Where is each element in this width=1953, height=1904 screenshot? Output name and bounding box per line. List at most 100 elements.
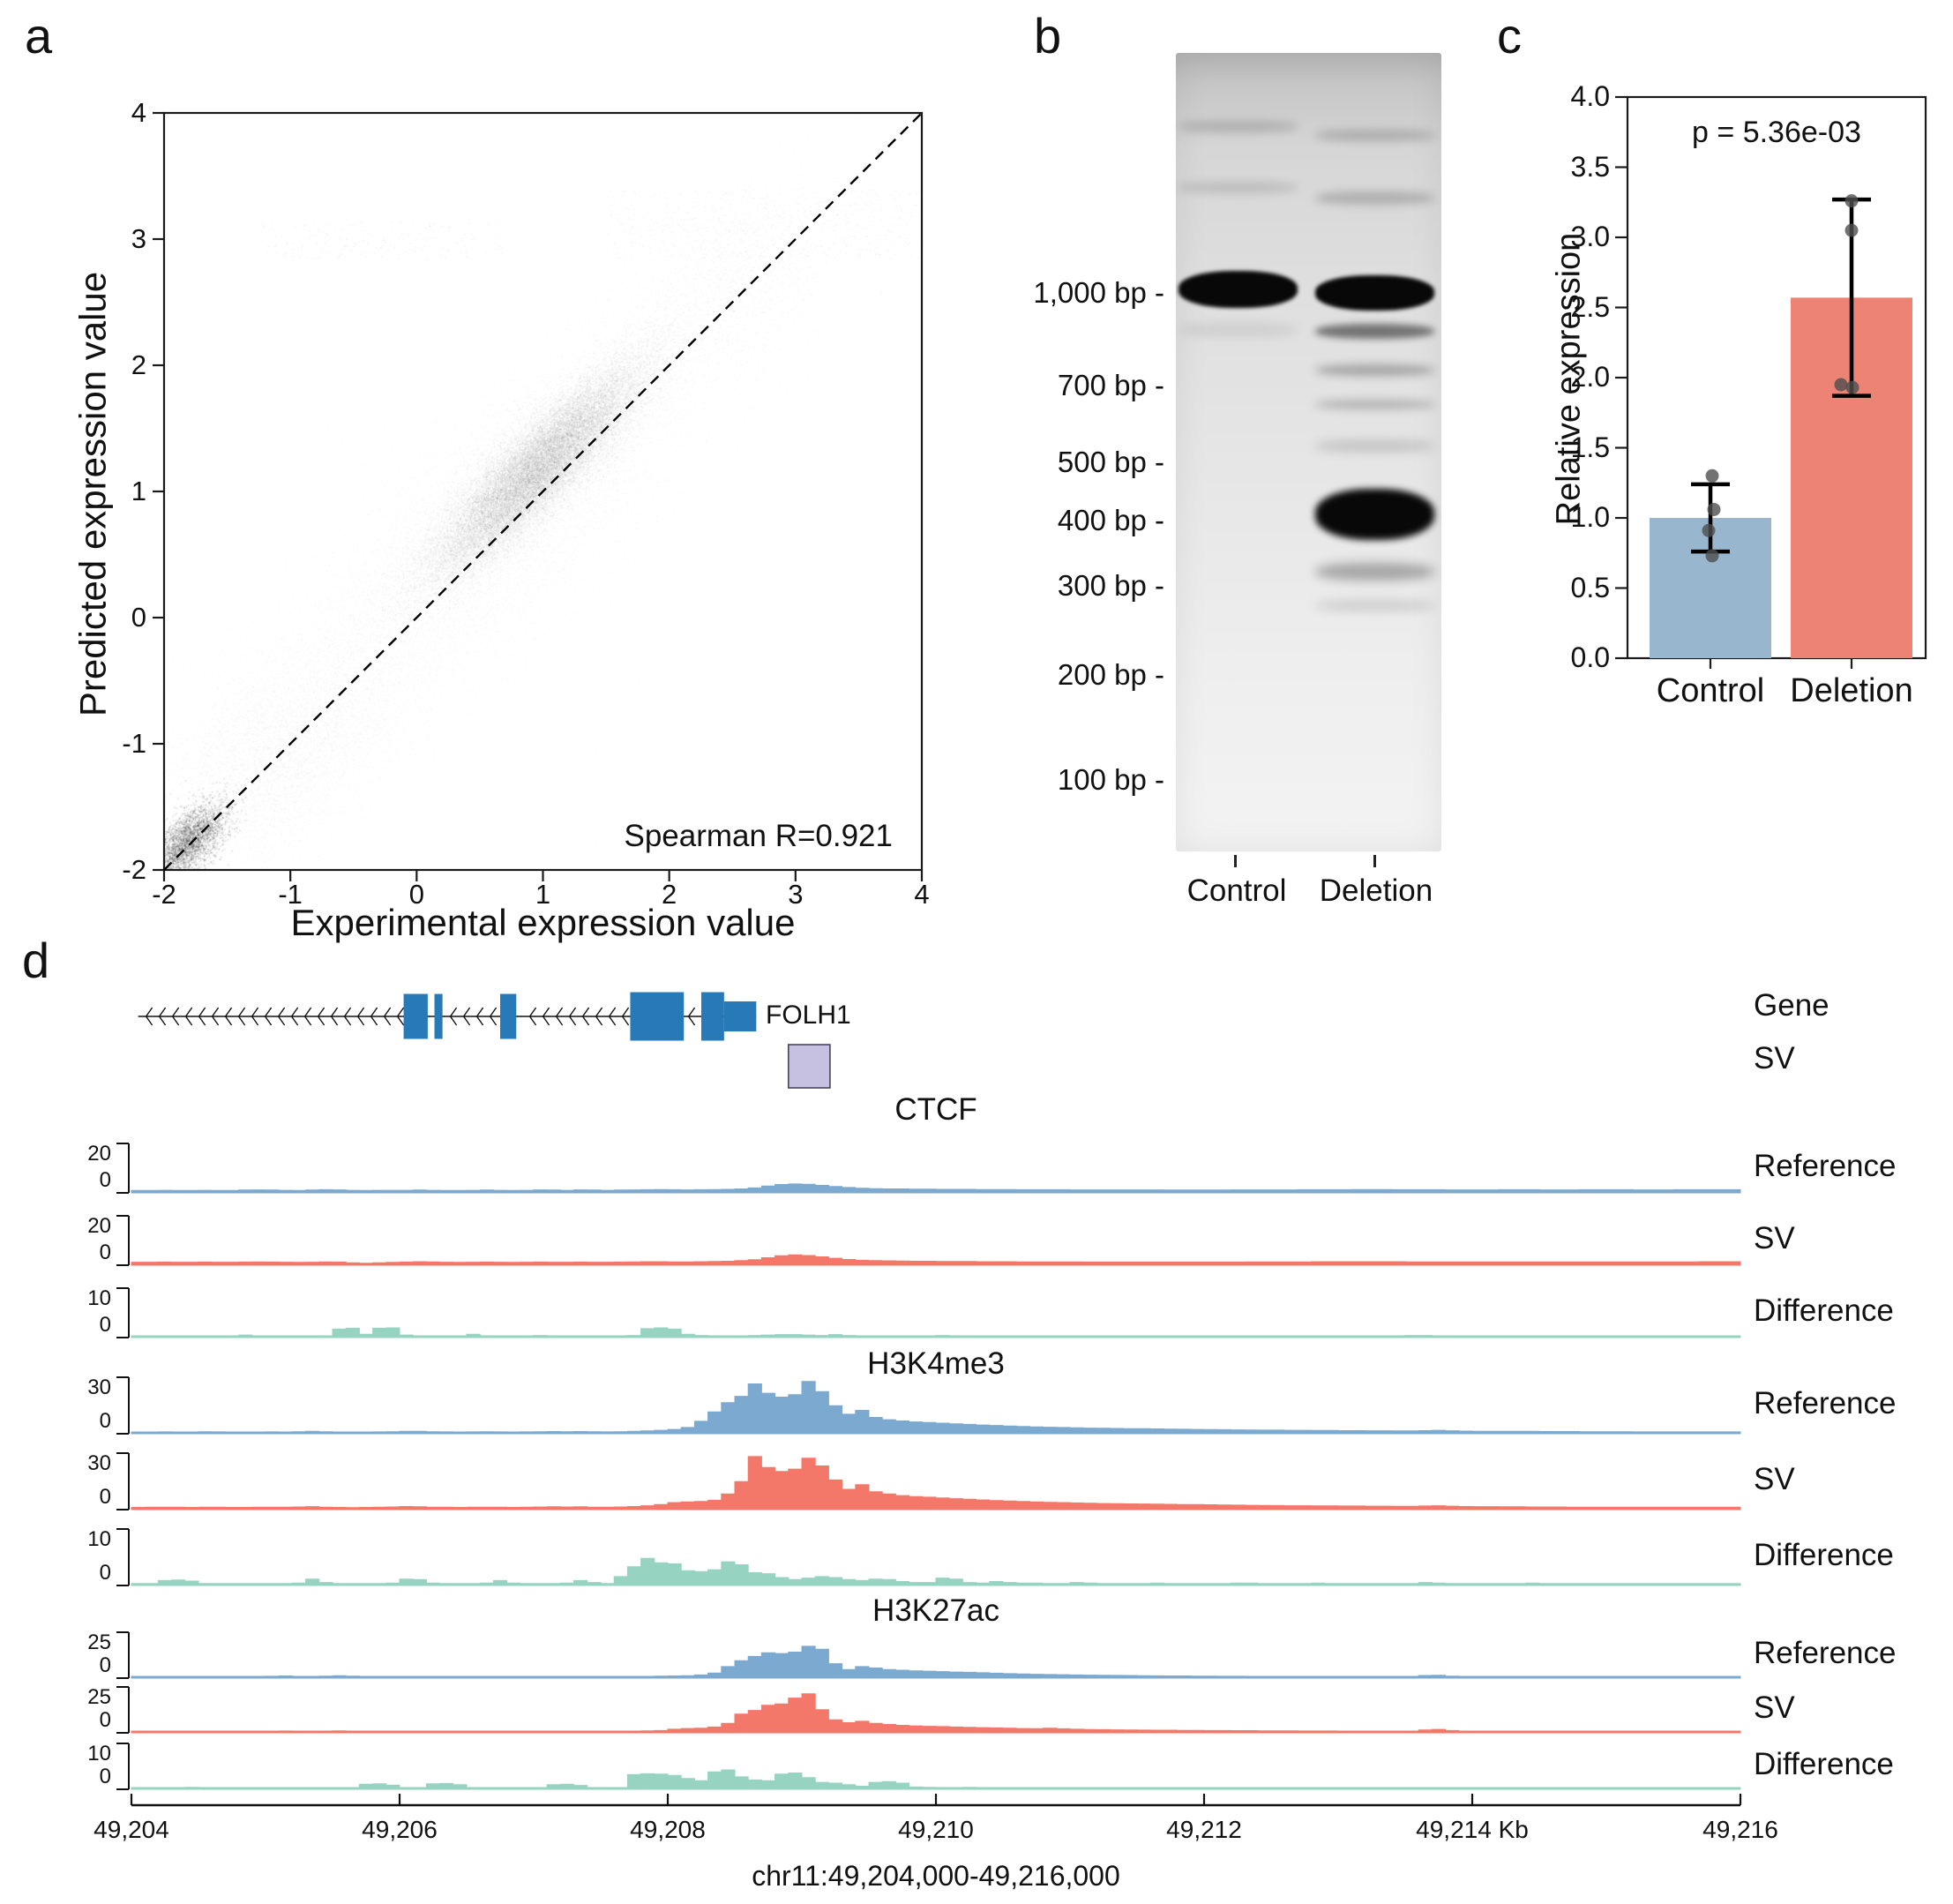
gel-ladder-label: 100 bp - [1057,763,1164,797]
signal-track-ctcf-reference [131,1183,1741,1194]
track-ymax-label: 20 [87,1214,111,1238]
track-zero-label: 0 [99,1561,111,1585]
gene-exon [630,992,685,1041]
gel-band [1315,600,1434,611]
track-group-title: CTCF [894,1092,977,1127]
gel-band [1179,270,1298,308]
strand-arrow-icon [343,1007,352,1026]
gene-exon [701,992,724,1041]
genomic-axis-tick-label: 49,216 [1702,1816,1778,1843]
track-zero-label: 0 [99,1409,111,1433]
strand-arrow-icon [145,1007,153,1026]
scatter-correlation-annotation: Spearman R=0.921 [624,819,893,853]
strand-arrow-icon [356,1007,365,1026]
strand-arrow-icon [581,1007,590,1026]
bar-category-label: Control [1656,672,1765,709]
panel-b-label: b [1034,8,1062,64]
strand-arrow-icon [475,1007,484,1026]
scatter-y-tick-label: -1 [122,728,146,759]
bar-y-tick-label: 2.5 [1570,290,1610,323]
strand-arrow-icon [370,1007,378,1026]
gel-ladder-label: 400 bp - [1057,504,1164,537]
gel-band [1315,191,1434,206]
track-side-label: Reference [1754,1149,1897,1183]
gel-ladder-label: 300 bp - [1057,569,1164,603]
bar-y-tick-label: 4.0 [1570,80,1610,112]
track-side-label: Difference [1754,1747,1894,1781]
strand-arrow-icon [277,1007,286,1026]
gel-lane2-tick [1373,855,1376,867]
track-ymax-label: 10 [87,1527,111,1551]
strand-arrow-icon [595,1007,603,1026]
gel-band [1315,440,1434,451]
gene-row-label: Gene [1754,988,1830,1023]
strand-arrow-icon [608,1007,617,1026]
track-side-label: Difference [1754,1538,1894,1572]
scatter-y-tick-label: 1 [131,476,146,506]
gel-band [1179,325,1298,336]
gel-ladder-label: 500 bp - [1057,445,1164,478]
strand-arrow-icon [568,1007,577,1026]
track-zero-label: 0 [99,1653,111,1677]
scatter-x-tick-label: 0 [408,879,424,910]
strand-arrow-icon [303,1007,312,1026]
genomic-axis-tick-label: 49,212 [1166,1816,1242,1843]
gel-ladder-label: 1,000 bp - [1033,276,1164,310]
panel-c-label: c [1497,8,1522,64]
data-point [1844,223,1859,237]
track-side-label: SV [1754,1690,1795,1725]
scatter-y-tick-label: 0 [131,602,146,633]
strand-arrow-icon [290,1007,299,1026]
gel-band [1315,364,1434,376]
track-ymax-label: 30 [87,1451,111,1475]
scatter-x-tick-label: -2 [152,879,176,910]
strand-arrow-icon [224,1007,233,1026]
track-zero-label: 0 [99,1765,111,1788]
data-point [1705,549,1719,563]
strand-arrow-icon [555,1007,564,1026]
strand-arrow-icon [449,1007,458,1026]
strand-arrow-icon [184,1007,193,1026]
track-ymax-label: 10 [87,1742,111,1765]
strand-arrow-icon [330,1007,339,1026]
data-point [1702,523,1716,537]
gel-image [1176,53,1441,851]
genomic-axis-tick-label: 49,210 [898,1816,974,1843]
bar-y-tick-label: 2.0 [1570,361,1610,393]
gel-lane2-label: Deletion [1319,873,1433,908]
strand-arrow-icon [171,1007,180,1026]
bar-y-tick-label: 0.0 [1570,641,1610,673]
track-ymax-label: 30 [87,1376,111,1399]
bar-p-value-label: p = 5.36e-03 [1692,116,1861,149]
track-ymax-label: 10 [87,1286,111,1310]
gel-band [1315,324,1434,340]
strand-arrow-icon [542,1007,550,1026]
gene-exon [500,993,517,1039]
bar-y-tick-label: 3.0 [1570,221,1610,252]
signal-track-h3k4me3-sv [131,1456,1741,1510]
signal-track-h3k27ac-difference [131,1769,1741,1790]
region-caption: chr11:49,204,000-49,216,000 [752,1860,1120,1892]
bar-y-tick-label: 3.5 [1570,150,1610,183]
track-zero-label: 0 [99,1241,111,1264]
scatter-y-tick-label: 3 [131,223,146,254]
gel-lane1-label: Control [1186,873,1287,908]
gene-exon [723,1001,757,1031]
track-side-label: SV [1754,1462,1795,1496]
bar-y-tick-label: 1.5 [1570,431,1610,463]
gel-ladder-label: 200 bp - [1057,657,1164,691]
scatter-y-tick-label: -2 [122,854,146,885]
scatter-x-tick-label: 4 [914,879,930,910]
strand-arrow-icon [237,1007,246,1026]
scatter-x-tick-label: 2 [662,879,677,910]
genomic-axis-tick-label: 49,208 [630,1816,706,1843]
track-ymax-label: 25 [87,1630,111,1654]
data-point [1834,378,1848,392]
data-point [1845,380,1859,394]
track-ymax-label: 20 [87,1142,111,1166]
signal-track-h3k4me3-difference [131,1557,1741,1586]
strand-arrow-icon [621,1007,630,1026]
gel-band [1315,129,1434,141]
